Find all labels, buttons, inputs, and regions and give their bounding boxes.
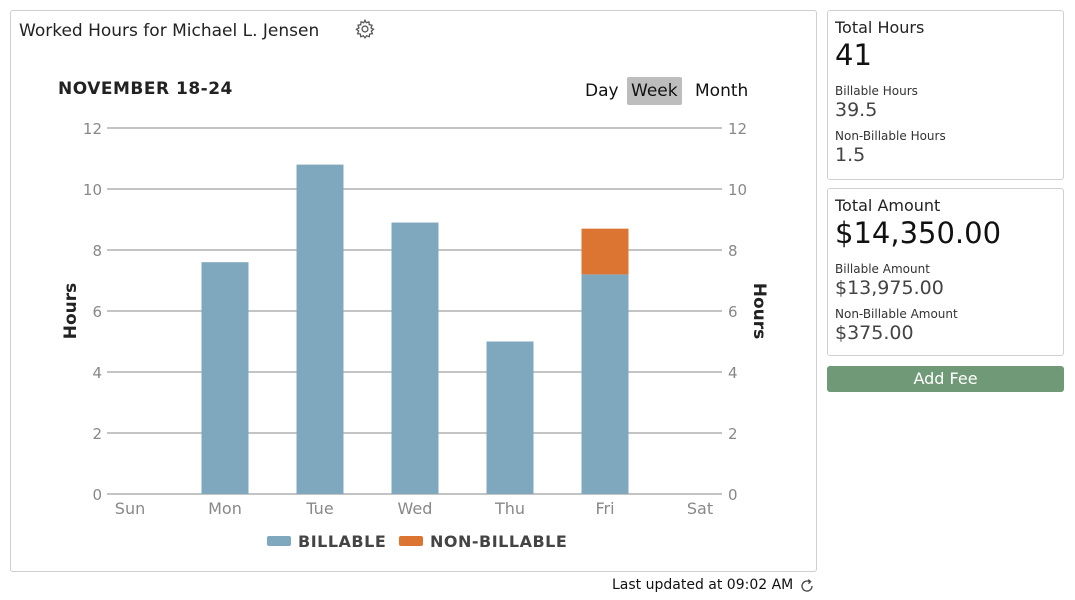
period-label: NOVEMBER 18-24	[58, 79, 233, 99]
bar-nonbillable	[581, 228, 629, 275]
billable-hours-value: 39.5	[835, 99, 878, 121]
nonbillable-hours-value: 1.5	[835, 144, 866, 166]
nonbillable-amount-label: Non-Billable Amount	[835, 307, 958, 321]
nonbillable-amount-value: $375.00	[835, 322, 914, 344]
x-tick-label: Wed	[398, 499, 433, 518]
nonbillable-hours-label: Non-Billable Hours	[835, 129, 946, 143]
total-hours-card: Total Hours 41 Billable Hours 39.5 Non-B…	[827, 10, 1064, 180]
x-tick-label: Fri	[595, 499, 614, 518]
bar-billable	[486, 341, 534, 494]
y-tick-label-right: 12	[728, 120, 747, 138]
y-axis-title-left: Hours	[61, 283, 81, 340]
billable-amount-label: Billable Amount	[835, 262, 930, 276]
bar-billable	[201, 262, 249, 494]
y-tick-label-right: 8	[728, 242, 738, 260]
x-tick-label: Mon	[208, 499, 242, 518]
legend-label: BILLABLE	[298, 532, 386, 551]
total-amount-title: Total Amount	[835, 196, 941, 215]
total-amount-card: Total Amount $14,350.00 Billable Amount …	[827, 188, 1064, 356]
x-tick-label: Sat	[687, 499, 713, 518]
view-day-button[interactable]: Day	[585, 81, 619, 101]
view-month-button[interactable]: Month	[695, 81, 749, 101]
add-fee-button[interactable]: Add Fee	[827, 366, 1064, 392]
y-tick-label-left: 2	[92, 425, 102, 443]
x-tick-label: Sun	[115, 499, 145, 518]
y-tick-label-right: 0	[728, 486, 738, 504]
x-tick-label: Thu	[494, 499, 525, 518]
panel-title: Worked Hours for Michael L. Jensen	[19, 21, 320, 41]
total-hours-value: 41	[835, 38, 872, 72]
bar-billable	[581, 274, 629, 494]
y-tick-label-left: 10	[83, 181, 102, 199]
x-tick-label: Tue	[305, 499, 333, 518]
total-hours-title: Total Hours	[835, 18, 925, 37]
gear-icon[interactable]	[354, 18, 376, 40]
view-week-button[interactable]: Week	[627, 77, 682, 105]
legend-swatch	[267, 536, 291, 546]
y-tick-label-right: 10	[728, 181, 747, 199]
y-tick-label-left: 6	[92, 303, 102, 321]
y-tick-label-left: 12	[83, 120, 102, 138]
billable-hours-label: Billable Hours	[835, 84, 918, 98]
last-updated-text: Last updated at 09:02 AM	[612, 577, 794, 593]
y-tick-label-right: 6	[728, 303, 738, 321]
y-tick-label-right: 2	[728, 425, 738, 443]
y-tick-label-left: 0	[92, 486, 102, 504]
worked-hours-panel: Worked Hours for Michael L. Jensen NOVEM…	[10, 10, 817, 572]
y-tick-label-left: 8	[92, 242, 102, 260]
y-tick-label-right: 4	[728, 364, 738, 382]
billable-amount-value: $13,975.00	[835, 277, 944, 299]
bar-billable	[296, 164, 344, 494]
y-tick-label-left: 4	[92, 364, 102, 382]
legend-label: NON-BILLABLE	[430, 532, 567, 551]
y-axis-title-right: Hours	[749, 283, 769, 340]
hours-chart: 0 0 2 2 4 4 6 6 8 8 10 10 12 12 Sun Mon Tue Wed Thu Fri Sat H…	[61, 120, 769, 551]
refresh-icon[interactable]	[799, 578, 815, 594]
total-amount-value: $14,350.00	[835, 216, 1002, 250]
bar-billable	[391, 222, 439, 495]
legend-swatch	[399, 536, 423, 546]
